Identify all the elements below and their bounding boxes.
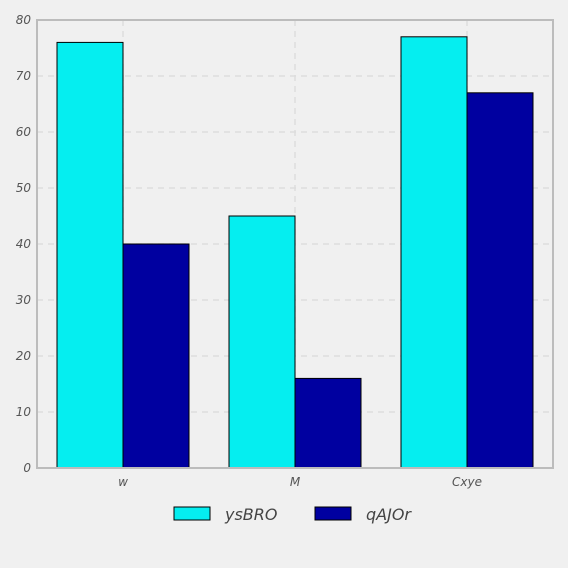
bar-ysBRO-w — [56, 41, 124, 469]
legend-swatch — [314, 506, 352, 521]
legend-swatch — [173, 506, 211, 521]
bar-qAJOr-Cxye — [466, 92, 534, 469]
y-axis-ticks: 0 10 20 30 40 50 60 70 80 — [16, 13, 32, 475]
bars — [56, 36, 534, 469]
x-tick-label: w — [118, 475, 128, 489]
legend: ysBRO qAJOr — [173, 505, 412, 524]
y-tick-label: 40 — [16, 237, 32, 251]
y-tick-label: 60 — [16, 125, 32, 139]
legend-label: ysBRO — [224, 505, 278, 524]
y-tick-label: 0 — [23, 461, 31, 475]
x-axis-ticks: w M Cxye — [118, 475, 482, 489]
plot-frame — [36, 19, 554, 469]
y-tick-label: 30 — [16, 293, 32, 307]
bar-ysBRO-M — [228, 215, 296, 469]
bar-qAJOr-M — [294, 377, 362, 469]
bar-qAJOr-w — [122, 243, 190, 469]
y-tick-label: 50 — [16, 181, 32, 195]
y-tick-label: 70 — [16, 69, 32, 83]
x-tick-label: M — [290, 475, 301, 489]
legend-label: qAJOr — [366, 505, 412, 524]
y-tick-label: 80 — [16, 13, 32, 27]
x-tick-label: Cxye — [452, 475, 482, 489]
y-tick-label: 20 — [16, 349, 32, 363]
bar-ysBRO-Cxye — [400, 36, 468, 469]
y-tick-label: 10 — [16, 405, 32, 419]
